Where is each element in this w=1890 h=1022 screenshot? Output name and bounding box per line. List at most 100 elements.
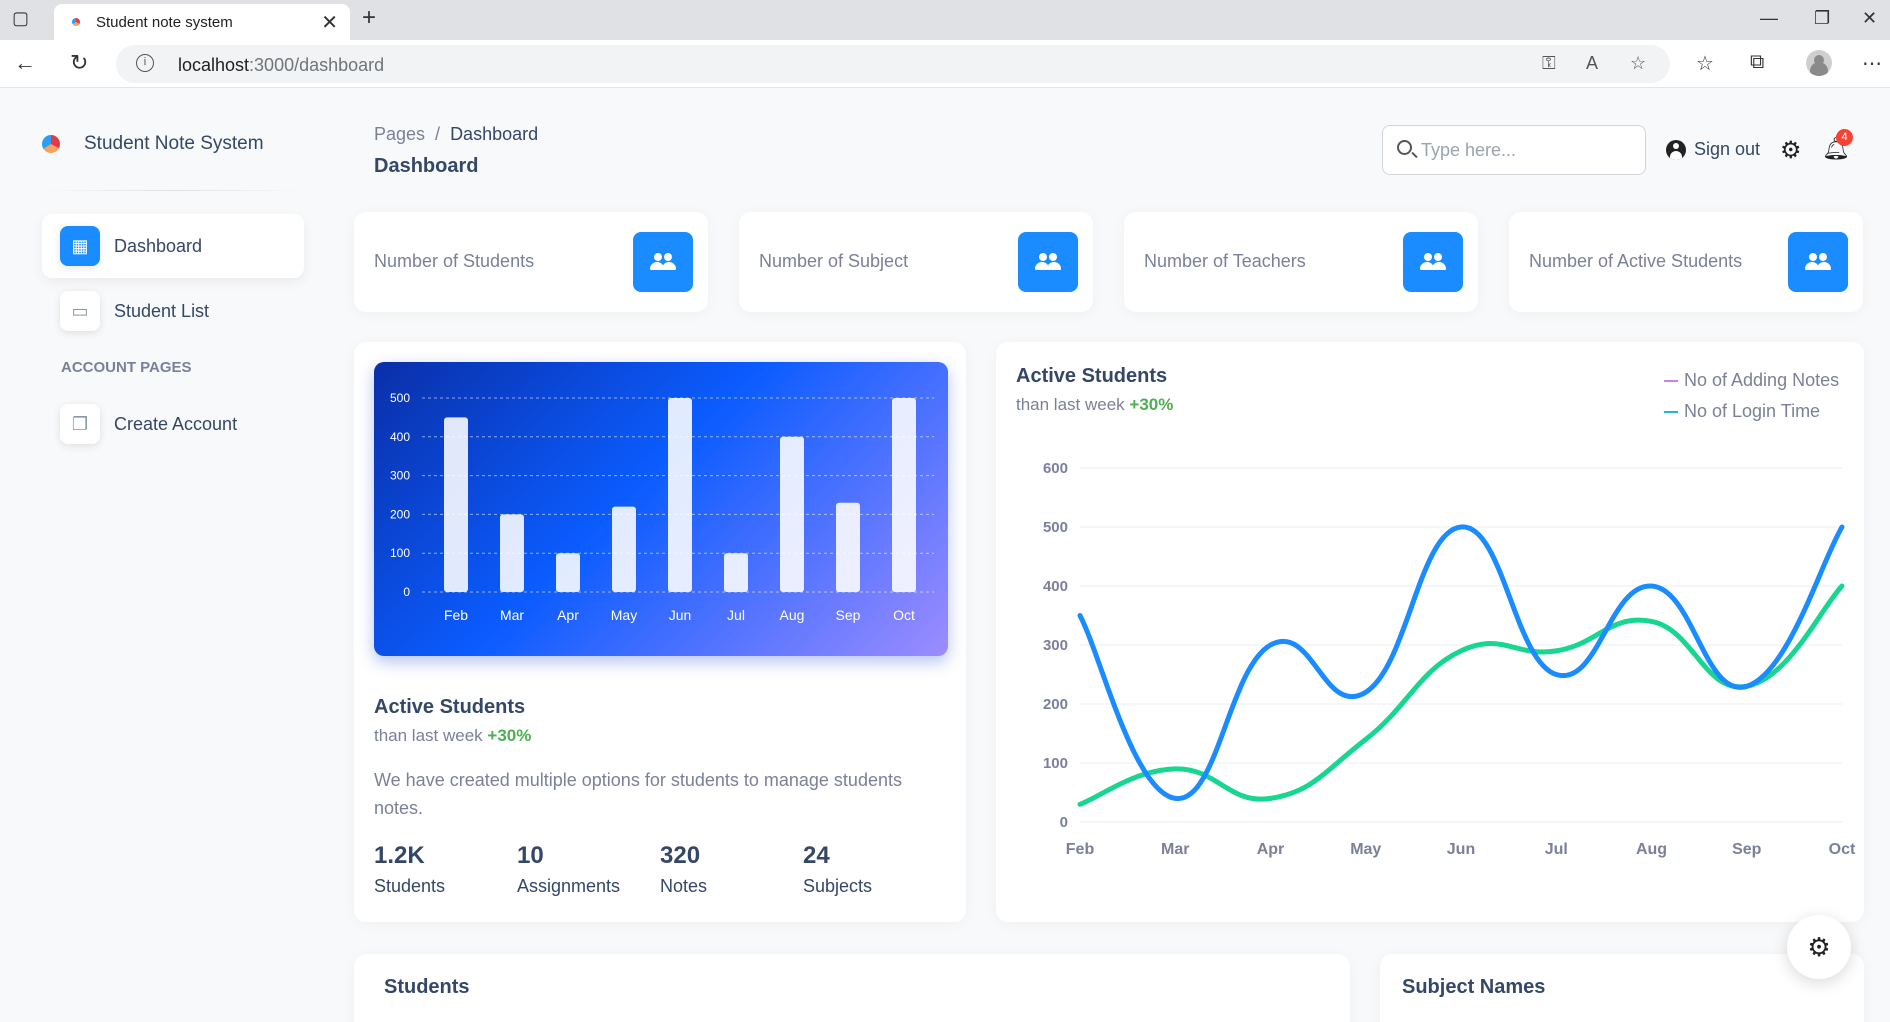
y-tick-label: 100 [1043, 755, 1068, 772]
notification-badge: 4 [1836, 129, 1853, 146]
brand-logo-icon [42, 135, 60, 153]
address-bar: ← ↻ i localhost:3000/dashboard ⚿ A ☆ [0, 40, 1890, 88]
user-circle-icon [1666, 139, 1686, 160]
x-tick-label: Jul [727, 607, 745, 623]
x-tick-label: Jun [1447, 841, 1475, 858]
browser-tab-bar: ▢ Student note system ✕ + — ❐ ✕ [0, 0, 1890, 40]
kpi-students: 1.2K Students [374, 842, 446, 896]
sidebar-item-dashboard[interactable]: ▦ Dashboard [42, 214, 304, 278]
window-close-icon[interactable]: ✕ [1862, 8, 1878, 28]
bar-card-title: Active Students [374, 696, 526, 718]
x-tick-label: Apr [1257, 841, 1285, 858]
x-tick-label: Oct [893, 607, 915, 623]
y-tick-label: 400 [390, 430, 410, 444]
bar-mar [500, 514, 524, 592]
y-tick-label: 0 [1060, 814, 1068, 831]
line-chart: 0 100 200 300 400 500 600 Feb Mar Apr May Jun Jul Aug… [1043, 460, 1856, 858]
subject-names-title: Subject Names [1402, 976, 1546, 998]
search-icon [1397, 140, 1412, 155]
dashboard-icon: ▦ [60, 226, 100, 266]
y-tick-label: 0 [403, 585, 410, 599]
legend-item-notes[interactable]: No of Adding Notes [1664, 370, 1839, 391]
x-tick-label: Sep [836, 607, 861, 623]
x-tick-label: Mar [1161, 841, 1189, 858]
x-tick-label: Oct [1829, 841, 1856, 858]
stat-card-teachers: Number of Teachers [1124, 212, 1478, 312]
sidebar-item-label: Dashboard [114, 235, 203, 256]
y-tick-label: 300 [390, 469, 410, 483]
line-card-subtitle: than last week +30% [1016, 395, 1174, 414]
site-info-icon[interactable]: i [136, 54, 154, 72]
x-tick-label: Aug [780, 607, 805, 623]
tab-close-icon[interactable]: ✕ [321, 12, 338, 34]
search-input[interactable] [1421, 136, 1631, 164]
breadcrumb-root[interactable]: Pages [374, 124, 426, 144]
people-icon [633, 232, 693, 292]
x-tick-label: May [611, 607, 637, 623]
stat-label: Number of Active Students [1529, 251, 1743, 271]
people-icon [1018, 232, 1078, 292]
key-icon[interactable]: ⚿ [1542, 53, 1556, 73]
sign-out-label: Sign out [1694, 139, 1761, 159]
x-tick-label: Jul [1545, 841, 1568, 858]
bar-oct [892, 398, 916, 592]
legend-item-login[interactable]: No of Login Time [1664, 401, 1820, 422]
x-tick-label: Feb [1066, 841, 1095, 858]
back-icon[interactable]: ← [14, 50, 36, 75]
reload-icon[interactable]: ↻ [70, 50, 89, 75]
page-title: Dashboard [374, 155, 479, 177]
active-students-line-card: Active Students than last week +30% No o… [996, 342, 1864, 922]
restore-icon[interactable]: ❐ [1814, 8, 1831, 28]
profile-avatar[interactable] [1806, 50, 1832, 76]
people-icon [1788, 232, 1848, 292]
sidebar-item-student-list[interactable]: ▭ Student List [42, 279, 304, 343]
browser-tab[interactable]: Student note system ✕ [54, 4, 350, 40]
copy-icon: ❐ [60, 404, 100, 444]
bar-chart-panel: 0 100 200 300 400 500 Feb Mar Apr May Jun Jul Aug Sep… [374, 362, 948, 656]
stat-label: Number of Students [374, 251, 535, 271]
sidebar-item-create-account[interactable]: ❐ Create Account [42, 392, 304, 456]
x-tick-label: Sep [1732, 841, 1762, 858]
collections-icon[interactable]: ⧉ [1750, 51, 1765, 73]
active-students-bar-card: 0 100 200 300 400 500 Feb Mar Apr May Jun Jul Aug Sep… [354, 342, 966, 922]
sidebar-item-label: Create Account [114, 413, 238, 434]
stat-card-active-students: Number of Active Students [1509, 212, 1863, 312]
configurator-gear-button[interactable]: ⚙ [1787, 915, 1851, 979]
url-text: localhost:3000/dashboard [178, 55, 385, 75]
legend-swatch [1664, 379, 1678, 382]
breadcrumb: Pages / Dashboard [374, 124, 539, 144]
bar-aug [780, 436, 804, 592]
bar-chart: 0 100 200 300 400 500 Feb Mar Apr May Jun Jul Aug Sep… [390, 391, 934, 623]
sidebar-section-heading: ACCOUNT PAGES [61, 359, 192, 376]
legend-swatch [1664, 410, 1678, 413]
bar-card-description: We have created multiple options for stu… [374, 770, 902, 818]
x-tick-label: Apr [557, 607, 579, 623]
y-tick-label: 100 [390, 546, 410, 560]
y-tick-label: 500 [1043, 519, 1068, 536]
people-icon [1403, 232, 1463, 292]
breadcrumb-current: Dashboard [450, 124, 539, 144]
sidebar-brand[interactable]: Student Note System [42, 133, 264, 155]
bar-jun [668, 398, 692, 592]
sidebar-divider [42, 190, 304, 191]
stat-card-students: Number of Students [354, 212, 708, 312]
bar-apr [556, 553, 580, 592]
tab-favicon-icon [72, 18, 80, 26]
bar-sep [836, 502, 860, 592]
read-aloud-icon[interactable]: A [1586, 53, 1599, 73]
x-tick-label: Mar [500, 607, 524, 623]
url-field[interactable]: i localhost:3000/dashboard ⚿ A ☆ [116, 45, 1670, 83]
delta-badge: +30% [1129, 395, 1174, 414]
new-tab-icon[interactable]: + [362, 4, 377, 31]
y-tick-label: 500 [390, 391, 410, 405]
subject-names-card: Subject Names [1380, 954, 1864, 1022]
minimize-icon[interactable]: — [1760, 8, 1778, 28]
favorite-add-icon[interactable]: ☆ [1630, 53, 1647, 73]
tab-actions-icon[interactable]: ▢ [12, 8, 30, 28]
bar-feb [444, 417, 468, 592]
settings-gear-icon[interactable]: ⚙ [1780, 137, 1802, 164]
more-icon[interactable]: ⋯ [1862, 53, 1882, 75]
favorites-icon[interactable]: ☆ [1696, 53, 1714, 75]
sign-out-link[interactable]: Sign out [1666, 139, 1760, 160]
line-card-title: Active Students [1016, 365, 1168, 387]
